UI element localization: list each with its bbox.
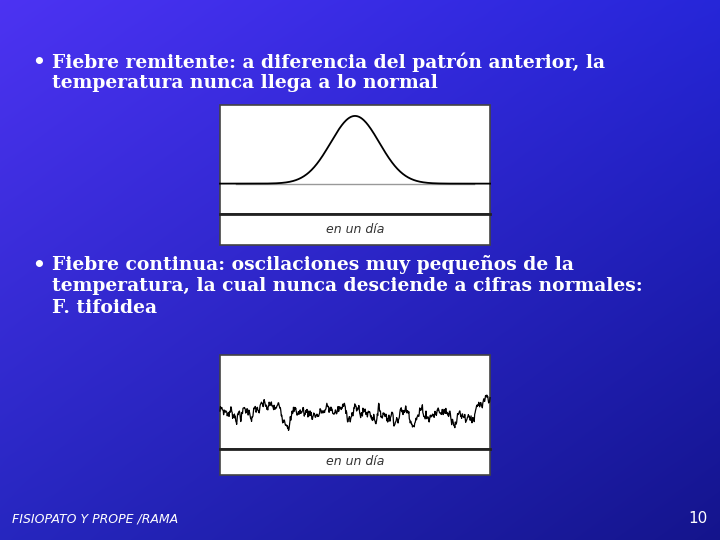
Bar bbox=[220, 449, 490, 475]
Text: •: • bbox=[32, 52, 45, 72]
Text: temperatura nunca llega a lo normal: temperatura nunca llega a lo normal bbox=[52, 74, 438, 92]
Text: •: • bbox=[32, 255, 45, 275]
Text: temperatura, la cual nunca desciende a cifras normales:: temperatura, la cual nunca desciende a c… bbox=[52, 277, 643, 295]
Text: Fiebre continua: oscilaciones muy pequeños de la: Fiebre continua: oscilaciones muy pequeñ… bbox=[52, 255, 574, 274]
Bar bbox=[220, 214, 490, 245]
Bar bbox=[220, 105, 490, 214]
Text: F. tifoidea: F. tifoidea bbox=[52, 299, 157, 317]
Text: FISIOPATO Y PROPE /RAMA: FISIOPATO Y PROPE /RAMA bbox=[12, 513, 178, 526]
Text: en un día: en un día bbox=[326, 223, 384, 236]
Bar bbox=[220, 355, 490, 449]
Text: 10: 10 bbox=[689, 511, 708, 526]
Text: Fiebre remitente: a diferencia del patrón anterior, la: Fiebre remitente: a diferencia del patró… bbox=[52, 52, 605, 71]
Text: en un día: en un día bbox=[326, 455, 384, 468]
